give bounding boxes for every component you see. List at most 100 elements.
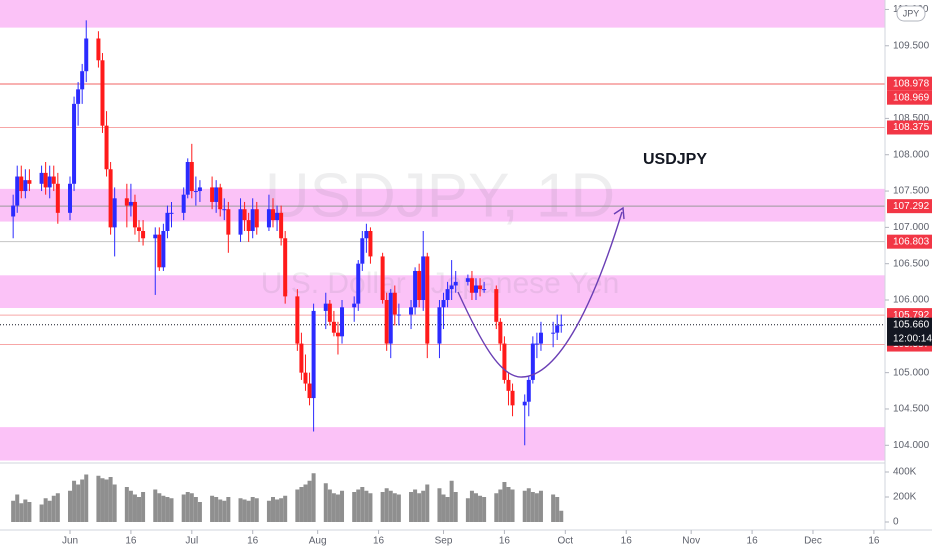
candle-body [538,332,543,344]
candle-body [84,38,89,72]
candle-body [137,227,142,231]
candle-body [352,303,357,308]
candle-body [364,231,369,239]
candle-body [189,161,194,192]
volume-bar [43,498,48,522]
y-tick-label: 104.000 [893,440,930,451]
x-tick-label: Oct [558,536,574,547]
candle-body [388,292,393,344]
volume-bar [124,487,129,522]
volume-bar [100,478,105,522]
candle-body [100,60,105,126]
candle-body [271,209,275,221]
volume-bar [153,489,158,522]
candle-body [502,343,507,380]
volume-bar [299,487,304,522]
level-label: 108.375 [893,122,930,133]
volume-bar [417,493,422,522]
candle-body [510,390,515,406]
level-label-box [887,76,932,91]
volume-bar [132,494,137,522]
candle-body [299,343,304,373]
candle-body [526,379,531,402]
x-tick-label: 16 [247,536,259,547]
candle-body [474,285,478,293]
candle-body [311,310,316,399]
volume-bar [331,493,336,522]
volume-bar [189,493,194,522]
volume-bar [238,498,243,522]
candle-body [185,161,190,195]
candle-body [132,201,137,228]
candle-body [275,212,280,221]
volume-bar [307,480,312,522]
x-tick-label: Sep [435,536,453,547]
watermark: USDJPY, 1D [265,161,615,230]
volume-bar [425,484,430,522]
candle-body [482,289,487,291]
volume-bar [104,479,109,522]
candle-body [108,169,113,228]
x-tick-label: Jul [185,536,198,547]
volume-bar [482,497,487,522]
candle-body [409,307,414,315]
candle-body [335,332,340,337]
candle-body [165,212,170,231]
candle-body [128,201,133,206]
volume-bar [197,502,202,522]
candle-body [360,238,365,264]
candle-body [331,321,336,333]
candle-body [11,205,16,217]
volume-bar [502,482,507,522]
level-label-box [887,120,932,135]
candle-body [522,401,527,406]
candle-body [242,209,247,221]
volume-tick-label: 0 [893,517,899,528]
volume-bar [303,484,308,522]
level-label-box [887,199,932,214]
level-label: 107.292 [893,201,930,212]
price-labels: 108.978 108.969 108.375 107.292 106.803 105.7… [887,76,932,352]
volume-bar [80,479,85,522]
volume-bar [437,488,442,522]
watermark-subtitle: U.S. Dollar / Japanese Yen [261,267,620,300]
currency-label: JPY [903,8,920,18]
level-label-box [887,234,932,249]
candle-body [76,89,81,104]
volume-bar [271,497,275,522]
candle-body [384,300,389,344]
candle-body [449,285,454,290]
volume-bar [55,493,60,522]
candle-body [380,256,385,301]
candle-body [68,183,72,213]
x-tick-label: Dec [804,536,822,547]
volume-tick-label: 200K [893,492,917,503]
volume-bar [283,495,288,522]
volume-bar [250,497,255,522]
volume-bar [530,492,535,522]
volume-bar [534,493,539,522]
volume-bar [51,495,56,522]
currency-badge[interactable] [896,5,926,22]
volume-bar [23,499,28,522]
candle-body [161,231,166,268]
candle-body [72,103,77,184]
y-tick-label: 107.000 [893,222,930,233]
volume-bar [11,500,16,522]
x-tick-label: 16 [621,536,633,547]
volume-bar [538,490,543,522]
candle-body [214,187,219,202]
volume-bar [526,488,531,522]
volume-bar [108,477,113,522]
candle-body [368,231,373,257]
volume-bar [396,494,401,522]
zones [0,0,885,461]
candle-body [425,256,430,344]
y-tick-label: 105.000 [893,367,930,378]
countdown-label: 12:00:14 [893,333,932,344]
zone [0,0,885,28]
candle-body [441,300,446,308]
y-tick-label: 109.500 [893,40,930,51]
y-tick-label: 106.500 [893,258,930,269]
